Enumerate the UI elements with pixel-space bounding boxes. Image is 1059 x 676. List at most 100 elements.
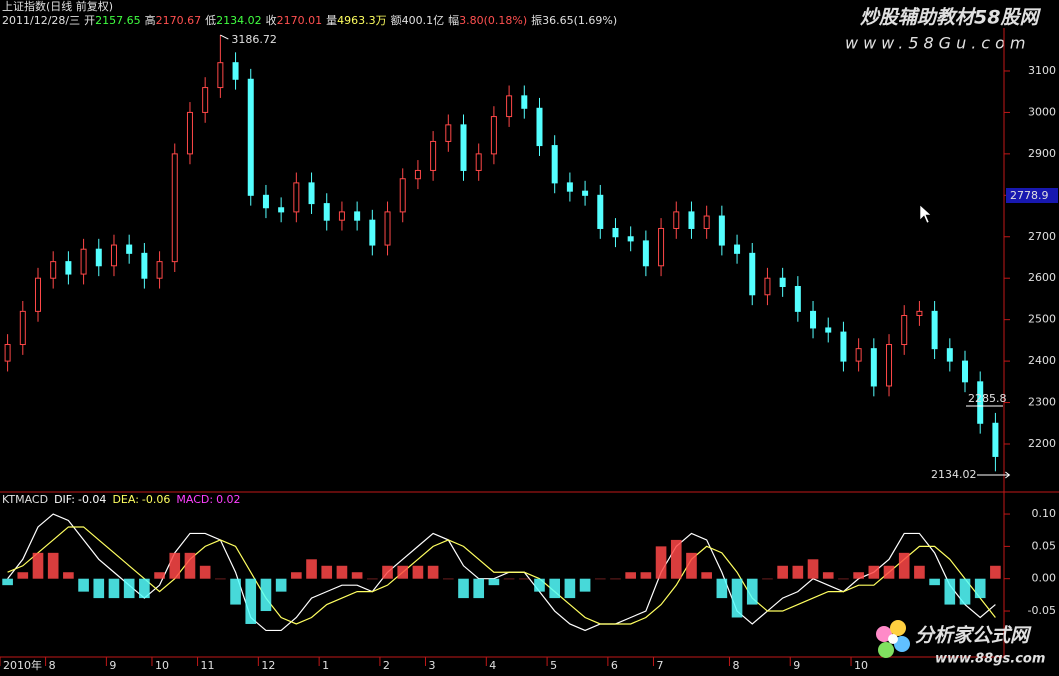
watermark-url: www.58Gu.com [845, 34, 1030, 53]
y-tick-label: 0.00 [1032, 572, 1057, 585]
macd-bar [822, 572, 834, 579]
y-tick-label: 2700 [1028, 230, 1056, 243]
macd-bar [275, 578, 287, 592]
candle-body [627, 236, 634, 242]
quote-label: 额 [391, 14, 402, 27]
candle-body [126, 244, 133, 254]
macd-bar [351, 572, 363, 579]
macd-bar [990, 565, 1001, 579]
logo: 分析家公式网 www.88gs.com [876, 620, 1045, 667]
macd-bar [503, 578, 515, 580]
macd-bar [594, 578, 606, 580]
legend-value: -0.06 [142, 493, 170, 506]
candle-body [262, 194, 269, 209]
candle-body [34, 277, 41, 312]
macd-bar [321, 565, 333, 579]
quote-label: 量 [326, 14, 337, 27]
candle-body [673, 211, 680, 229]
macd-bar [944, 578, 956, 605]
macd-bar [63, 572, 74, 579]
macd-bar [914, 565, 925, 579]
macd-bar [579, 578, 591, 592]
candle-body [399, 178, 406, 213]
candle-body [810, 310, 817, 329]
y-tick-label: -0.05 [1028, 604, 1056, 617]
chart-title: 上证指数(日线 前复权) [2, 0, 113, 13]
quote-label: 收 [266, 13, 277, 27]
candle-body [460, 124, 467, 171]
candle-body [217, 62, 224, 89]
quote-value: 3.80(0.18%) [459, 14, 527, 27]
macd-bar [154, 572, 165, 579]
legend-value: 0.02 [216, 493, 241, 506]
legend-label: MACD: [176, 493, 213, 506]
macd-bar [291, 572, 302, 579]
candle-body [870, 348, 877, 387]
y-tick-label: 2400 [1028, 354, 1056, 367]
quote-value: 2134.02 [216, 14, 262, 27]
candle-body [764, 277, 771, 296]
macd-bar [853, 572, 864, 579]
macd-bar [746, 578, 758, 605]
candle-body [232, 62, 239, 80]
candle-body [445, 124, 452, 142]
candle-body [414, 169, 421, 180]
x-tick-label: 2010年 [3, 658, 42, 672]
macd-bar [184, 552, 196, 579]
x-tick-label: 7 [656, 659, 663, 672]
quote-value: 36.65(1.69%) [542, 14, 617, 27]
candle-body [247, 78, 254, 196]
macd-bar [488, 578, 500, 586]
macd-legend: KTMACD DIF: -0.04 DEA: -0.06 MACD: 0.02 [2, 493, 241, 506]
macd-bar [123, 578, 135, 599]
macd-bar [139, 578, 150, 599]
candle-body [338, 211, 345, 221]
y-tick-label: 3100 [1028, 64, 1056, 77]
macd-line [7, 526, 996, 625]
macd-bar [245, 578, 257, 624]
y-tick-label: 3000 [1028, 105, 1056, 118]
x-tick-label: 6 [611, 659, 618, 672]
macd-bar [427, 565, 439, 579]
y-tick-label: 2500 [1028, 313, 1056, 326]
indicator-name: KTMACD [2, 493, 48, 506]
macd-bar [610, 578, 621, 580]
macd-bar [108, 578, 120, 599]
candle-body [977, 381, 984, 424]
quote-label: 高 [145, 13, 156, 27]
candle-body [506, 95, 513, 118]
macd-bar [792, 565, 804, 579]
candle-body [946, 348, 953, 362]
annotation: 2285.8 [968, 392, 1007, 405]
macd-bar [716, 578, 728, 599]
macd-bar [518, 578, 530, 580]
macd-bar [2, 578, 13, 586]
macd-bar [199, 565, 211, 579]
logo-title: 分析家公式网 [915, 625, 1032, 647]
macd-bar [32, 552, 44, 579]
y-tick-label: 0.05 [1032, 539, 1057, 552]
candle-body [384, 211, 391, 246]
candle-body [323, 203, 330, 221]
cursor-price: 2778.9 [1010, 189, 1049, 202]
x-tick-label: 10 [854, 659, 868, 672]
candle-body [825, 327, 832, 333]
macd-bar [731, 578, 743, 618]
candle-body [156, 261, 163, 279]
candle-body [749, 252, 756, 296]
candle-body [521, 95, 528, 109]
candle-body [278, 207, 285, 213]
y-tick-label: 0.10 [1032, 507, 1057, 520]
candle-body [50, 261, 57, 279]
candle-body [916, 310, 923, 317]
macd-bar [868, 565, 880, 579]
macd-bar [382, 565, 393, 579]
candle-body [718, 215, 725, 246]
macd-bar [701, 572, 712, 579]
mouse-cursor [919, 204, 932, 224]
x-tick-label: 8 [49, 659, 56, 672]
quote-value: 4963.3万 [337, 14, 387, 27]
candle-body [794, 285, 801, 312]
macd-bar [336, 565, 348, 579]
